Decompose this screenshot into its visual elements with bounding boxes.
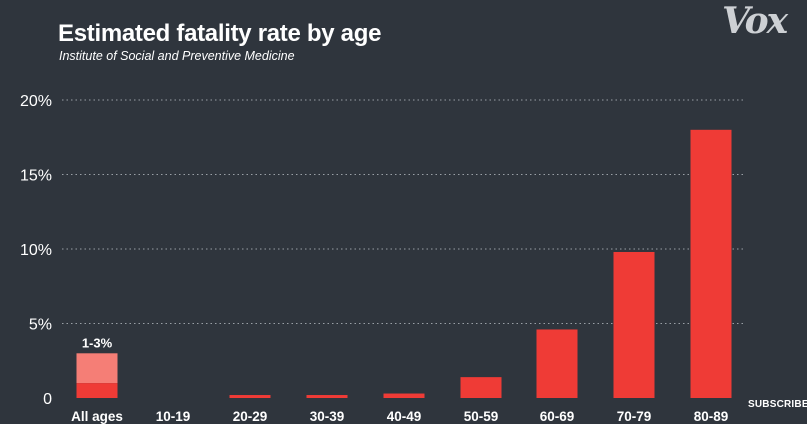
x-tick-label: 50-59 bbox=[464, 409, 499, 424]
x-tick-label: 10-19 bbox=[156, 409, 191, 424]
x-tick-label: 60-69 bbox=[540, 409, 575, 424]
y-tick-label: 0 bbox=[43, 391, 52, 408]
y-tick-label: 10% bbox=[20, 242, 52, 259]
x-tick-label: 70-79 bbox=[617, 409, 652, 424]
bar bbox=[460, 377, 502, 398]
subscribe-button[interactable]: SUBSCRIBE bbox=[748, 399, 807, 410]
bar bbox=[536, 329, 578, 398]
bar bbox=[76, 383, 118, 398]
y-tick-label: 5% bbox=[29, 317, 52, 334]
bar bbox=[690, 129, 732, 399]
x-tick-label: 30-39 bbox=[310, 409, 345, 424]
data-label: 1-3% bbox=[82, 335, 113, 350]
bar bbox=[229, 395, 271, 398]
x-tick-label: 20-29 bbox=[233, 409, 268, 424]
chart-title: Estimated fatality rate by age bbox=[58, 20, 382, 47]
bar bbox=[383, 393, 425, 398]
x-tick-label: All ages bbox=[71, 409, 123, 424]
vox-logo: Vox bbox=[722, 0, 788, 42]
x-tick-label: 40-49 bbox=[387, 409, 422, 424]
y-tick-label: 15% bbox=[20, 168, 52, 185]
chart-subtitle: Institute of Social and Preventive Medic… bbox=[59, 49, 295, 63]
bar-range bbox=[76, 353, 118, 384]
x-tick-label: 80-89 bbox=[694, 409, 729, 424]
bar bbox=[306, 395, 348, 398]
y-tick-label: 20% bbox=[20, 93, 52, 110]
bar bbox=[613, 251, 655, 398]
